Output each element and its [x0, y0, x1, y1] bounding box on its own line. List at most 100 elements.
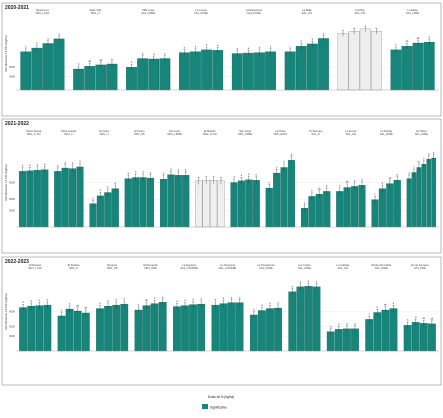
significance-label: a [39, 299, 41, 302]
significance-label: b [423, 157, 425, 160]
panel-frame [1, 118, 442, 254]
bar [227, 302, 236, 352]
bar [365, 319, 374, 352]
significance-label: b [253, 309, 255, 312]
bar [43, 304, 52, 352]
site-name: La Tranquera [220, 263, 236, 267]
bar [217, 180, 225, 228]
site-code: SA1_LPRE [406, 11, 419, 15]
significance-label: a [361, 179, 363, 182]
site-name: Fin de Semana [411, 263, 429, 267]
bar [202, 180, 210, 228]
bar [421, 163, 427, 228]
significance-label: b [301, 40, 303, 43]
significance-label: a [277, 302, 279, 305]
bar [423, 41, 435, 91]
significance-label: a [111, 58, 113, 61]
bar [54, 171, 62, 228]
significance-label: a [185, 169, 187, 172]
bar [148, 58, 160, 91]
significance-label: a [65, 161, 67, 164]
bar [318, 38, 329, 91]
significance-label: a [261, 304, 263, 307]
significance-label: c [304, 201, 306, 204]
significance-label: a [248, 47, 250, 50]
bar [323, 191, 331, 228]
site-name: La Providencia [257, 263, 275, 267]
bar [124, 178, 132, 228]
site-name: El Lucero [169, 129, 181, 133]
significance-label: a [116, 299, 118, 302]
significance-label: b [395, 44, 397, 47]
significance-label: ab [88, 60, 91, 63]
site-name: Santa Cruz [36, 8, 50, 12]
site-name: La Esperanza [246, 8, 263, 12]
site-name: El Mirador [204, 129, 216, 133]
significance-label: ab [145, 299, 148, 302]
site-code: SA1_LPRE [415, 132, 428, 136]
significance-label: b [100, 189, 102, 192]
bar [65, 308, 74, 352]
bar [373, 312, 382, 352]
significance-label: a [231, 296, 233, 299]
significance-label: a [330, 325, 332, 328]
bar [126, 67, 137, 91]
significance-label: a [31, 300, 33, 303]
significance-label: a [44, 163, 46, 166]
significance-label: b [184, 46, 186, 49]
bar [235, 302, 244, 352]
site-code: SA1_LIN [302, 11, 313, 15]
bar [312, 286, 321, 352]
significance-label: a [142, 52, 144, 55]
site-code: SA1_LPRE [375, 266, 388, 270]
significance-label: bc [418, 161, 421, 164]
bar [258, 310, 266, 352]
significance-label: a [248, 173, 250, 176]
significance-label: a [215, 299, 217, 302]
bar [26, 170, 34, 228]
site-code: SA1_LPRE [380, 132, 393, 136]
bar [274, 307, 282, 352]
bar [237, 180, 245, 228]
bar [195, 180, 203, 228]
site-name: Santa Teresa [26, 129, 42, 133]
site-name: Monte del Cabral [371, 263, 391, 267]
bar [81, 312, 90, 352]
site-code: NDV_LI-SO [203, 132, 217, 136]
significance-label: a [57, 165, 59, 168]
site-name: El Paraíso [68, 263, 81, 267]
site-name: Sede JCE [89, 8, 101, 12]
bar [35, 305, 44, 352]
site-code: NDV_SS [107, 266, 118, 270]
bar [189, 304, 197, 352]
site-name: La Agustina [182, 263, 196, 267]
bar [431, 157, 437, 228]
significance-label: a [178, 169, 180, 172]
bar [245, 179, 253, 228]
site-name: La Bella [302, 8, 312, 12]
significance-label: a [115, 182, 117, 185]
bar [426, 158, 432, 228]
bar [61, 167, 69, 228]
significance-label: b [61, 310, 63, 313]
significance-label: b [382, 182, 384, 185]
bar [378, 188, 386, 228]
bar [334, 329, 343, 352]
significance-label: ab [388, 177, 391, 180]
panel-3: 2022-2023 Rendimiento 14.5% (kg/ha) 3000 50… [1, 256, 442, 386]
bar [371, 199, 379, 228]
bar [84, 66, 96, 91]
site-code: SA1_LISOPRE [180, 266, 198, 270]
significance-label: b [276, 166, 278, 169]
bar [351, 328, 359, 352]
significance-label: b [138, 304, 140, 307]
bar [308, 196, 316, 228]
